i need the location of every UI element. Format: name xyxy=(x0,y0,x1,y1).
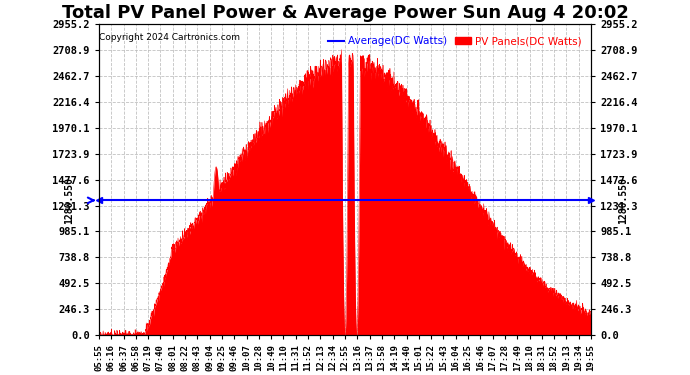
Legend: Average(DC Watts), PV Panels(DC Watts): Average(DC Watts), PV Panels(DC Watts) xyxy=(324,32,586,50)
Text: 1280.550: 1280.550 xyxy=(618,177,628,224)
Title: Total PV Panel Power & Average Power Sun Aug 4 20:02: Total PV Panel Power & Average Power Sun… xyxy=(61,4,629,22)
Text: 1280.550: 1280.550 xyxy=(64,177,75,224)
Text: Copyright 2024 Cartronics.com: Copyright 2024 Cartronics.com xyxy=(99,33,241,42)
